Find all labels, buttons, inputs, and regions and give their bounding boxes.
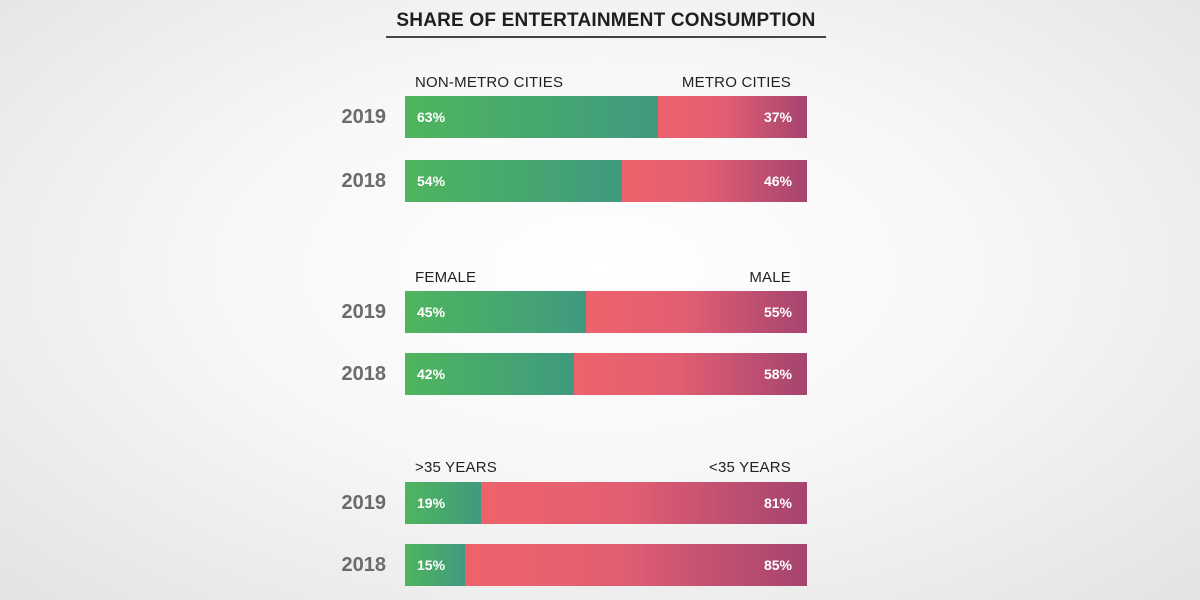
year-label: 2019: [341, 492, 387, 514]
bar-segment-right: 81%: [481, 482, 807, 524]
bar-segment-left: 63%: [405, 96, 658, 138]
bar-value-right: 46%: [763, 173, 792, 189]
bar-value-right: 58%: [763, 366, 792, 382]
stacked-bar: 45% 55%: [405, 291, 807, 333]
bar-value-left: 54%: [417, 173, 446, 189]
stacked-bar: 54% 46%: [405, 160, 807, 202]
bar-segment-left: 19%: [405, 482, 481, 524]
year-label: 2018: [341, 554, 387, 576]
bar-segment-right: 58%: [574, 353, 807, 395]
year-label: 2018: [341, 363, 387, 385]
stacked-bar: 63% 37%: [405, 96, 807, 138]
group-right-label: METRO CITIES: [681, 74, 791, 91]
bar-segment-right: 37%: [658, 96, 807, 138]
stacked-bar: 15% 85%: [405, 544, 807, 586]
group-left-label: NON-METRO CITIES: [415, 74, 564, 91]
group-left-label: >35 YEARS: [415, 459, 497, 476]
stacked-bar: 42% 58%: [405, 353, 807, 395]
bar-value-left: 45%: [417, 304, 446, 320]
chart-title: SHARE OF ENTERTAINMENT CONSUMPTION: [386, 10, 826, 38]
year-label: 2019: [341, 106, 387, 128]
bar-value-right: 37%: [763, 109, 792, 125]
bar-segment-right: 85%: [465, 544, 807, 586]
bar-value-left: 63%: [417, 109, 446, 125]
bar-segment-right: 55%: [586, 291, 807, 333]
bar-segment-left: 15%: [405, 544, 465, 586]
bar-segment-left: 42%: [405, 353, 574, 395]
year-label: 2018: [341, 170, 387, 192]
bar-segment-left: 54%: [405, 160, 622, 202]
bar-value-right: 81%: [763, 495, 792, 511]
bar-value-left: 42%: [417, 366, 446, 382]
group-right-label: MALE: [749, 269, 791, 286]
bar-value-left: 15%: [417, 557, 446, 573]
group-left-label: FEMALE: [415, 269, 477, 286]
bar-segment-left: 45%: [405, 291, 586, 333]
year-label: 2019: [341, 301, 387, 323]
bar-value-right: 85%: [763, 557, 792, 573]
bar-segment-right: 46%: [622, 160, 807, 202]
group-right-label: <35 YEARS: [709, 459, 791, 476]
stacked-bar: 19% 81%: [405, 482, 807, 524]
bar-value-right: 55%: [763, 304, 792, 320]
bar-value-left: 19%: [417, 495, 446, 511]
